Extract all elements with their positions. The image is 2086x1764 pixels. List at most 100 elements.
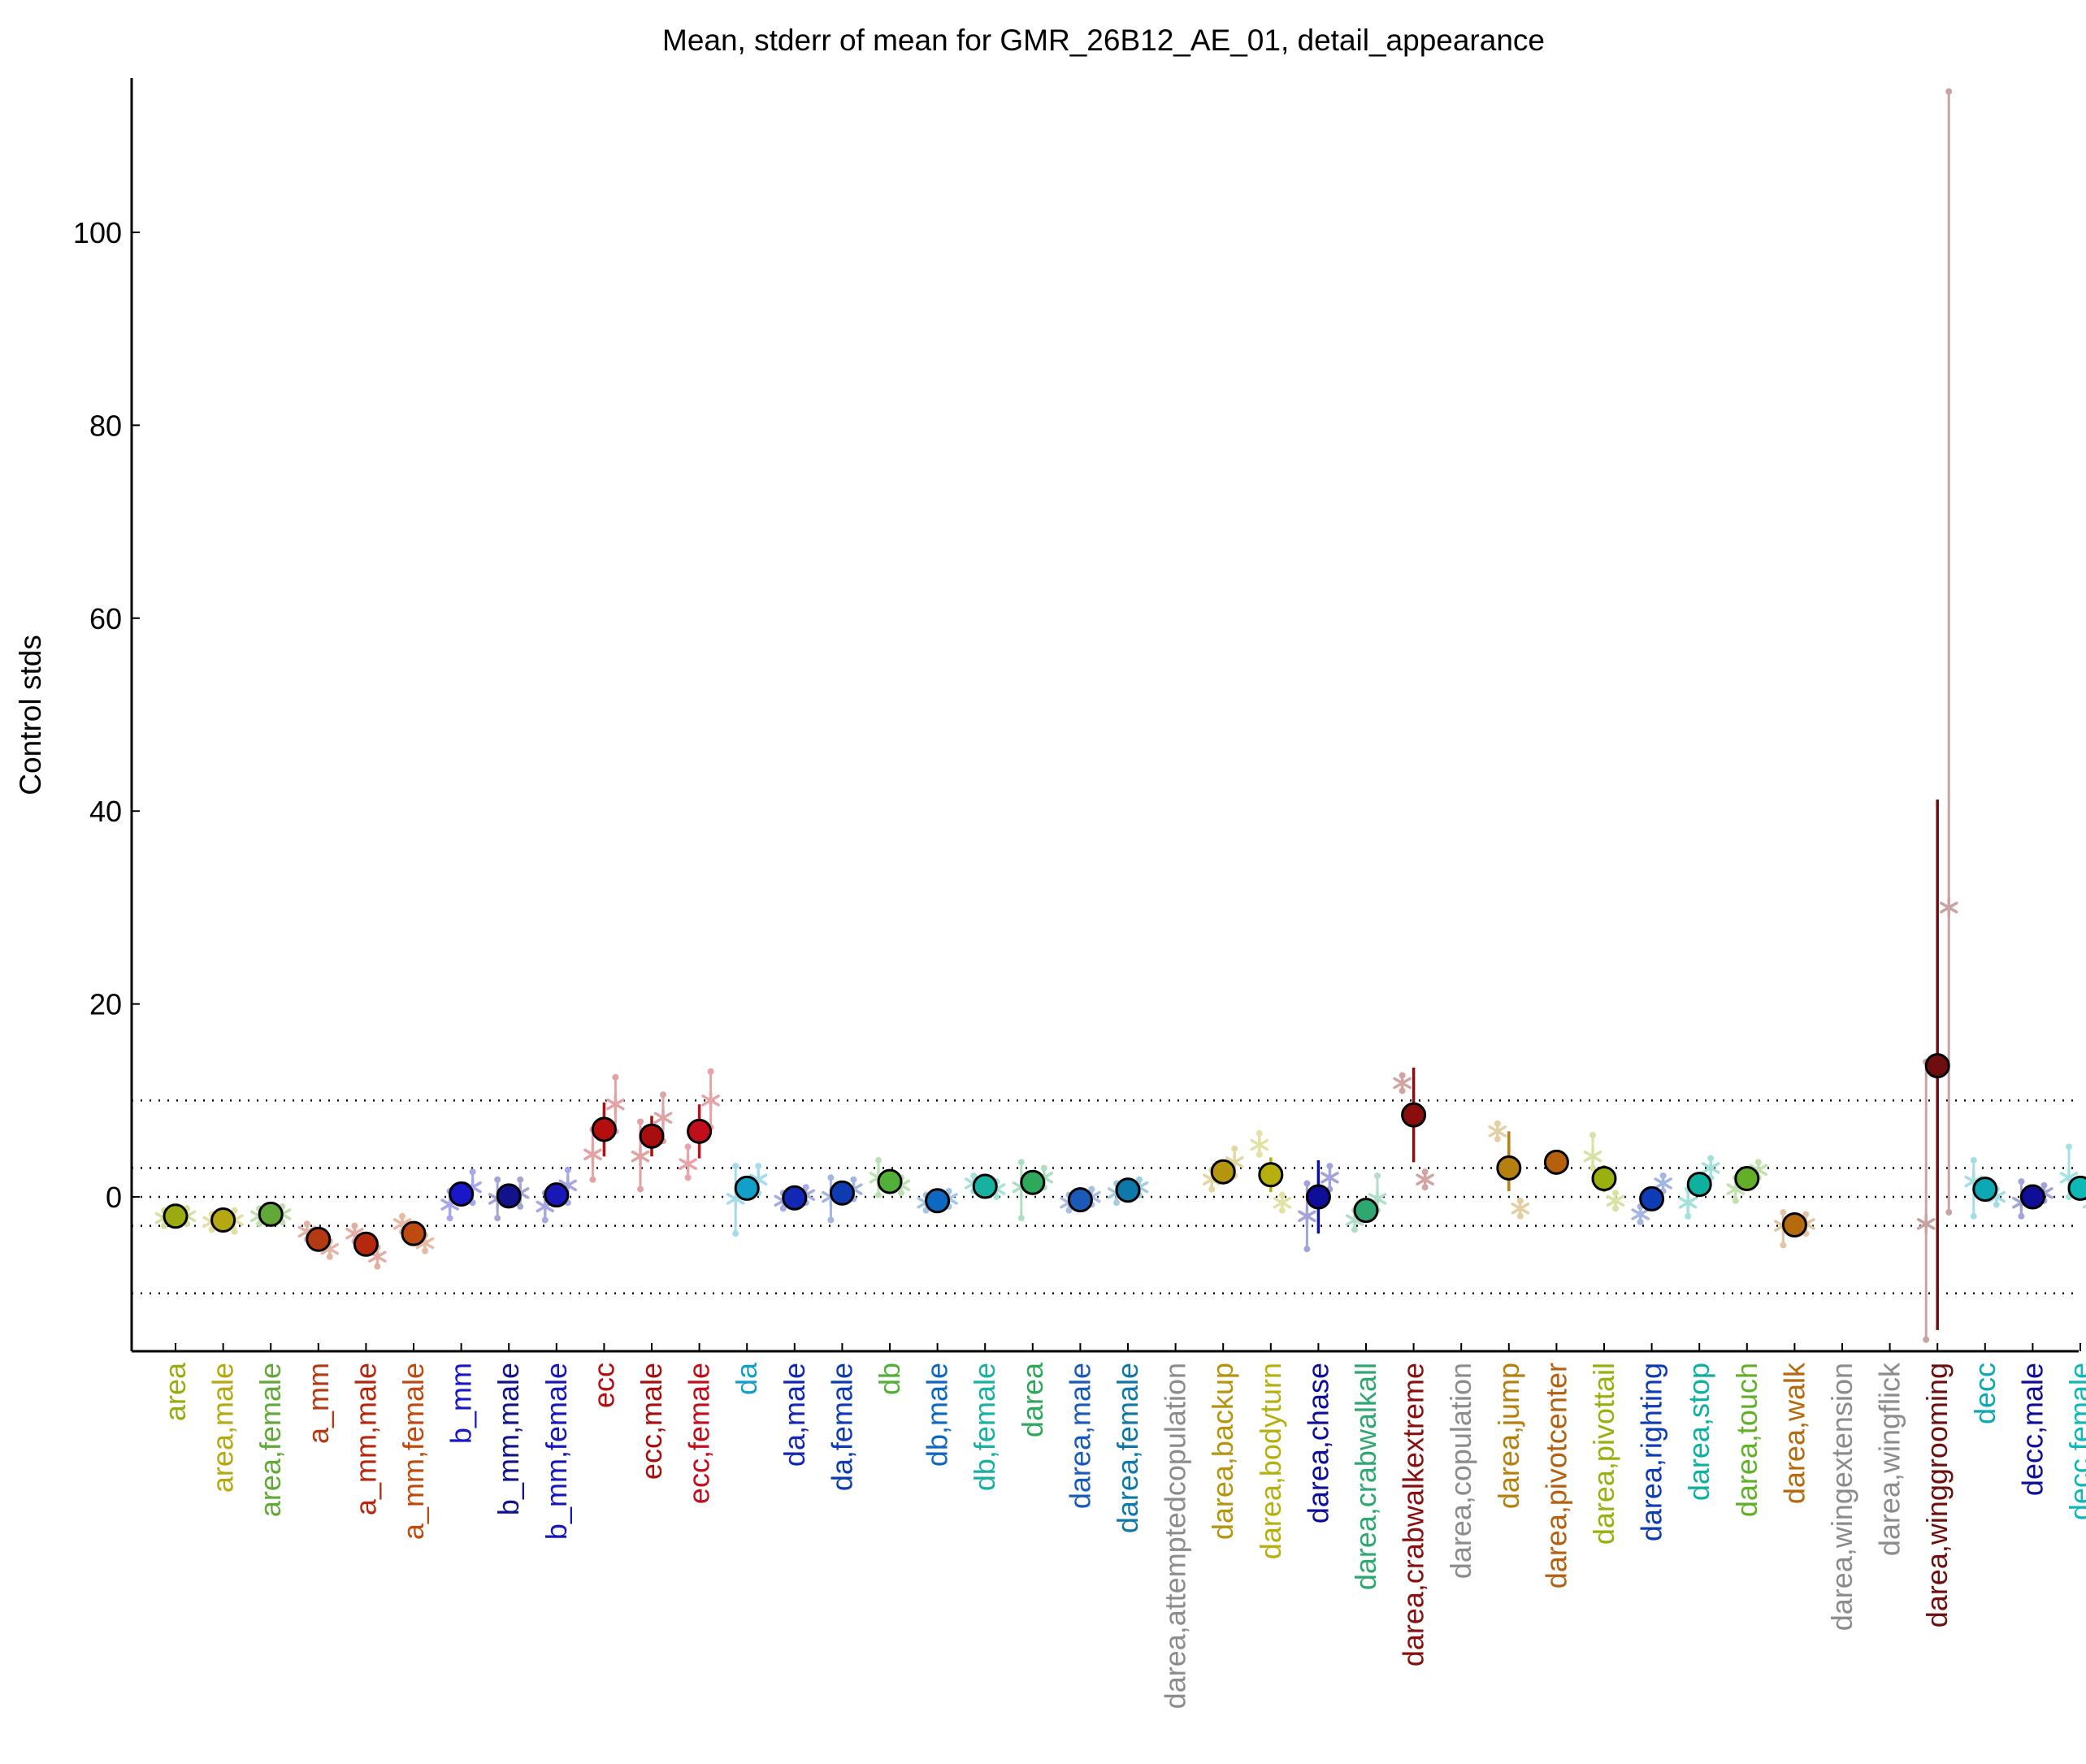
mean-point: [401, 1220, 427, 1246]
category-33: [1726, 1159, 1768, 1204]
x-tick-label: darea,walk: [1777, 1362, 1811, 1504]
x-tick-label: darea,wingflick: [1873, 1362, 1906, 1556]
sub-point: [1250, 1134, 1269, 1155]
sub-point: [631, 1146, 650, 1167]
x-tick-label: ecc,female: [683, 1363, 716, 1504]
sub-errorbar-end: [707, 1068, 714, 1075]
x-tick-label: b_mm: [445, 1363, 478, 1444]
category-13: [774, 1184, 816, 1212]
mean-point: [1020, 1169, 1046, 1195]
sub-errorbar-end: [1923, 1336, 1930, 1343]
category-20: [1107, 1176, 1149, 1207]
x-tick-label: darea,winggrooming: [1920, 1363, 1954, 1627]
x-tick-label: darea,crabwalkall: [1349, 1363, 1382, 1590]
category-15: [869, 1156, 911, 1198]
x-tick-label: darea,stop: [1682, 1363, 1715, 1501]
sub-errorbar-end: [1685, 1212, 1692, 1220]
category-18: [1012, 1159, 1054, 1222]
mean-point: [925, 1188, 951, 1214]
mean-point: [163, 1203, 189, 1229]
category-6: [440, 1168, 482, 1222]
sub-errorbar-end: [1732, 1197, 1739, 1204]
sub-errorbar-end: [517, 1203, 524, 1210]
category-5: [392, 1212, 435, 1255]
mean-point: [449, 1181, 475, 1207]
mean-point: [1734, 1166, 1760, 1192]
category-38: [1964, 1156, 2006, 1220]
sub-point: [1321, 1167, 1339, 1189]
category-25: [1345, 1172, 1387, 1233]
mean-point: [972, 1173, 998, 1199]
category-2: [249, 1201, 292, 1228]
category-4: [345, 1222, 387, 1270]
category-8: [536, 1166, 578, 1224]
mean-point: [1972, 1177, 1998, 1203]
category-23: [1250, 1129, 1292, 1214]
sub-errorbar-end: [827, 1174, 835, 1181]
sub-point: [1916, 1213, 1936, 1235]
sub-errorbar-end: [494, 1215, 501, 1222]
x-tick-label: area,male: [206, 1363, 240, 1493]
x-tick-label: darea,touch: [1730, 1363, 1763, 1517]
sub-errorbar-end: [684, 1143, 692, 1151]
sub-point: [1701, 1157, 1720, 1179]
mean-point: [1924, 1053, 1950, 1079]
sub-errorbar-end: [637, 1185, 644, 1193]
mean-point: [1686, 1172, 1712, 1198]
mean-point: [877, 1168, 903, 1194]
category-17: [964, 1172, 1006, 1201]
x-tick-label: darea,righting: [1635, 1363, 1668, 1541]
sub-errorbar-end: [1017, 1215, 1025, 1222]
sub-point: [1583, 1146, 1602, 1167]
mean-point: [306, 1226, 332, 1252]
x-tick-label: darea: [1016, 1362, 1049, 1437]
sub-point: [1416, 1168, 1434, 1190]
mean-point: [2067, 1175, 2086, 1201]
sub-errorbar-end: [231, 1228, 238, 1235]
mean-point: [687, 1118, 713, 1144]
mean-point: [1639, 1185, 1665, 1211]
sub-point: [583, 1144, 602, 1165]
category-29: [1543, 1149, 1569, 1175]
sub-errorbar-end: [1303, 1246, 1311, 1253]
x-tick-label: darea,bodyturn: [1254, 1363, 1287, 1559]
sub-errorbar-end: [1945, 88, 1953, 95]
x-tick-label: area,female: [254, 1363, 287, 1517]
category-39: [2012, 1178, 2053, 1220]
x-tick-label: decc,female: [2063, 1363, 2086, 1520]
category-3: [297, 1220, 340, 1260]
sub-errorbar-end: [755, 1163, 762, 1170]
sub-errorbar-end: [589, 1176, 596, 1183]
category-11: [679, 1068, 720, 1181]
mean-point: [1210, 1159, 1236, 1185]
mean-point: [1401, 1102, 1427, 1128]
mean-point: [1781, 1211, 1807, 1237]
x-tick-label: darea,backup: [1206, 1363, 1239, 1540]
mean-point: [1115, 1177, 1141, 1203]
y-axis-label: Control stds: [14, 635, 47, 795]
mean-point: [353, 1231, 379, 1257]
sub-point: [1511, 1198, 1530, 1220]
sub-errorbar-end: [1970, 1212, 1977, 1220]
category-26: [1393, 1067, 1434, 1191]
sub-errorbar-end: [1589, 1164, 1596, 1172]
y-tick-label: 40: [89, 795, 122, 828]
sub-errorbar-end: [469, 1168, 476, 1176]
x-tick-label: darea,crabwalkextreme: [1397, 1363, 1430, 1666]
sub-point: [606, 1094, 625, 1115]
sub-point: [1939, 897, 1958, 918]
sub-point: [1393, 1073, 1412, 1094]
y-tick-label: 80: [89, 409, 122, 442]
mean-point: [1543, 1149, 1569, 1175]
sub-errorbar-end: [1780, 1242, 1787, 1249]
category-14: [822, 1174, 863, 1224]
mean-point: [734, 1175, 760, 1201]
x-tick-label: db: [873, 1363, 906, 1395]
sub-errorbar-end: [827, 1216, 835, 1224]
sub-point: [1298, 1206, 1316, 1227]
mean-point: [1258, 1162, 1284, 1188]
sub-errorbar-end: [875, 1191, 882, 1198]
mean-point: [258, 1201, 284, 1227]
category-32: [1678, 1155, 1720, 1220]
